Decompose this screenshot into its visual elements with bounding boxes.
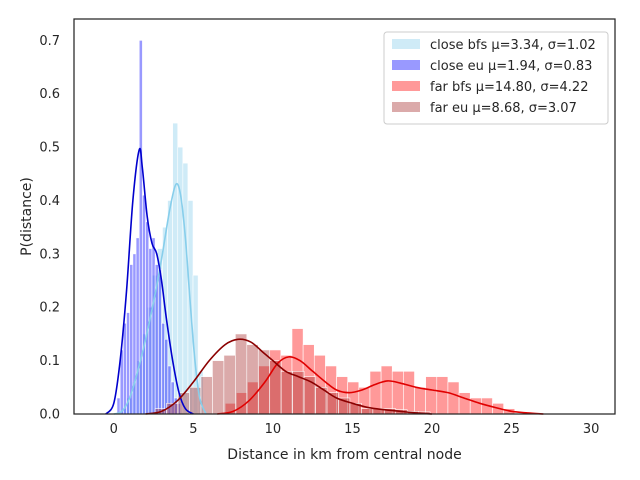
legend-label: far bfs μ=14.80, σ=4.22 (430, 80, 588, 95)
x-tick-label: 25 (503, 422, 520, 437)
legend-label: close bfs μ=3.34, σ=1.02 (430, 38, 596, 53)
x-tick-label: 20 (424, 422, 441, 437)
histogram-bar (145, 221, 150, 415)
histogram-bar (148, 248, 153, 415)
plot-frame (73, 18, 616, 415)
legend-swatch (392, 60, 420, 70)
histogram-bar (303, 376, 316, 415)
x-tick-label: 15 (344, 422, 361, 437)
histogram-bar (436, 376, 449, 415)
histogram-bar (447, 381, 460, 415)
y-tick-label: 0.7 (39, 34, 60, 49)
legend-label: close eu μ=1.94, σ=0.83 (430, 59, 592, 74)
legend-label: far eu μ=8.68, σ=3.07 (430, 101, 577, 116)
y-tick-label: 0.0 (39, 408, 60, 423)
x-axis-ticks: 0 5 10 15 20 25 30 (110, 422, 600, 437)
legend-swatch (392, 39, 420, 49)
histogram-bar (161, 322, 165, 415)
histogram-bar (425, 376, 438, 415)
histogram-bar (269, 360, 282, 415)
legend-box (383, 31, 609, 125)
x-tick-label: 10 (265, 422, 282, 437)
histogram-bar (182, 162, 189, 415)
x-tick-label: 0 (110, 422, 118, 437)
histogram-bar (361, 408, 374, 415)
kde-line-series-1 (105, 147, 194, 415)
histogram-bar (172, 122, 179, 415)
legend-swatch (392, 102, 420, 112)
legend-swatch (392, 81, 420, 91)
histogram-bar (223, 354, 236, 415)
y-tick-label: 0.4 (39, 194, 60, 209)
histogram-bar (414, 387, 426, 415)
histogram-bar (142, 194, 146, 415)
y-tick-label: 0.2 (39, 301, 60, 316)
kde-line-series-3 (145, 338, 433, 415)
histogram-bar (151, 237, 156, 415)
histogram-bar (391, 370, 404, 415)
histogram-bar (380, 365, 393, 415)
histogram-bar (246, 344, 259, 415)
kde-curves (105, 147, 544, 415)
kde-line-series-0 (113, 182, 207, 415)
y-tick-label: 0.6 (39, 87, 60, 102)
histogram-bar (212, 360, 225, 415)
histogram-bar (458, 392, 471, 415)
y-axis-ticks: 0.0 0.1 0.2 0.3 0.4 0.5 0.6 0.7 (39, 34, 60, 423)
histogram-bar (123, 322, 127, 415)
histogram-bar (135, 237, 140, 415)
bars-series-1 (116, 40, 181, 415)
x-axis-label: Distance in km from central node (227, 447, 461, 463)
y-tick-label: 0.1 (39, 354, 60, 369)
y-tick-label: 0.5 (39, 141, 60, 156)
y-axis-label: P(distance) (19, 177, 35, 256)
histogram-bar (403, 370, 415, 415)
histogram-bar (235, 333, 248, 415)
y-tick-label: 0.3 (39, 247, 60, 262)
histogram-bar (164, 338, 169, 415)
histogram-bar (116, 397, 121, 415)
x-tick-label: 5 (189, 422, 197, 437)
histogram-bar (132, 253, 137, 415)
x-tick-label: 30 (583, 422, 600, 437)
legend: close bfs μ=3.34, σ=1.02 close eu μ=1.94,… (383, 31, 609, 125)
histogram-bar (280, 370, 293, 415)
histogram-bar (158, 269, 162, 415)
